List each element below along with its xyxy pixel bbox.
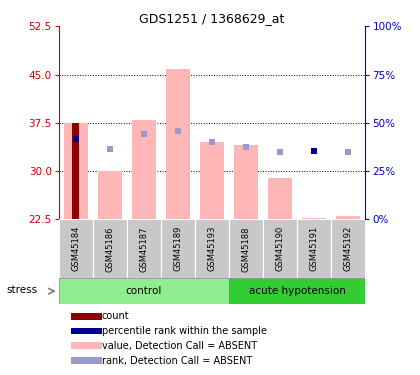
Bar [234, 146, 258, 219]
Bar [229, 278, 365, 304]
Bar [127, 219, 161, 278]
Bar [161, 219, 195, 278]
Bar [229, 219, 263, 278]
Bar [59, 278, 229, 304]
Bar [71, 357, 102, 364]
Bar [166, 69, 190, 219]
Bar [297, 219, 331, 278]
Text: GSM45188: GSM45188 [241, 226, 251, 272]
Bar [263, 219, 297, 278]
Text: GSM45190: GSM45190 [276, 226, 285, 272]
Text: acute hypotension: acute hypotension [249, 286, 346, 296]
Bar [73, 123, 79, 219]
Title: GDS1251 / 1368629_at: GDS1251 / 1368629_at [139, 12, 285, 25]
Bar [71, 328, 102, 334]
Bar [59, 219, 93, 278]
Bar [336, 216, 360, 219]
Bar [331, 219, 365, 278]
Bar [200, 142, 224, 219]
Bar [302, 217, 326, 219]
Bar [93, 219, 127, 278]
Text: GSM45191: GSM45191 [310, 226, 319, 272]
Text: stress: stress [6, 285, 37, 295]
Text: count: count [102, 311, 129, 321]
Text: GSM45186: GSM45186 [105, 226, 114, 272]
Text: control: control [126, 286, 162, 296]
Text: GSM45184: GSM45184 [71, 226, 80, 272]
Text: GSM45189: GSM45189 [173, 226, 183, 272]
Bar [98, 171, 122, 219]
Text: value, Detection Call = ABSENT: value, Detection Call = ABSENT [102, 341, 257, 351]
Text: GSM45193: GSM45193 [207, 226, 217, 272]
Bar [71, 342, 102, 349]
Bar [195, 219, 229, 278]
Text: rank, Detection Call = ABSENT: rank, Detection Call = ABSENT [102, 356, 252, 366]
Text: percentile rank within the sample: percentile rank within the sample [102, 326, 267, 336]
Bar [132, 120, 156, 219]
Bar [71, 313, 102, 320]
Text: GSM45187: GSM45187 [139, 226, 148, 272]
Bar [64, 123, 88, 219]
Text: GSM45192: GSM45192 [344, 226, 353, 272]
Bar [268, 178, 292, 219]
